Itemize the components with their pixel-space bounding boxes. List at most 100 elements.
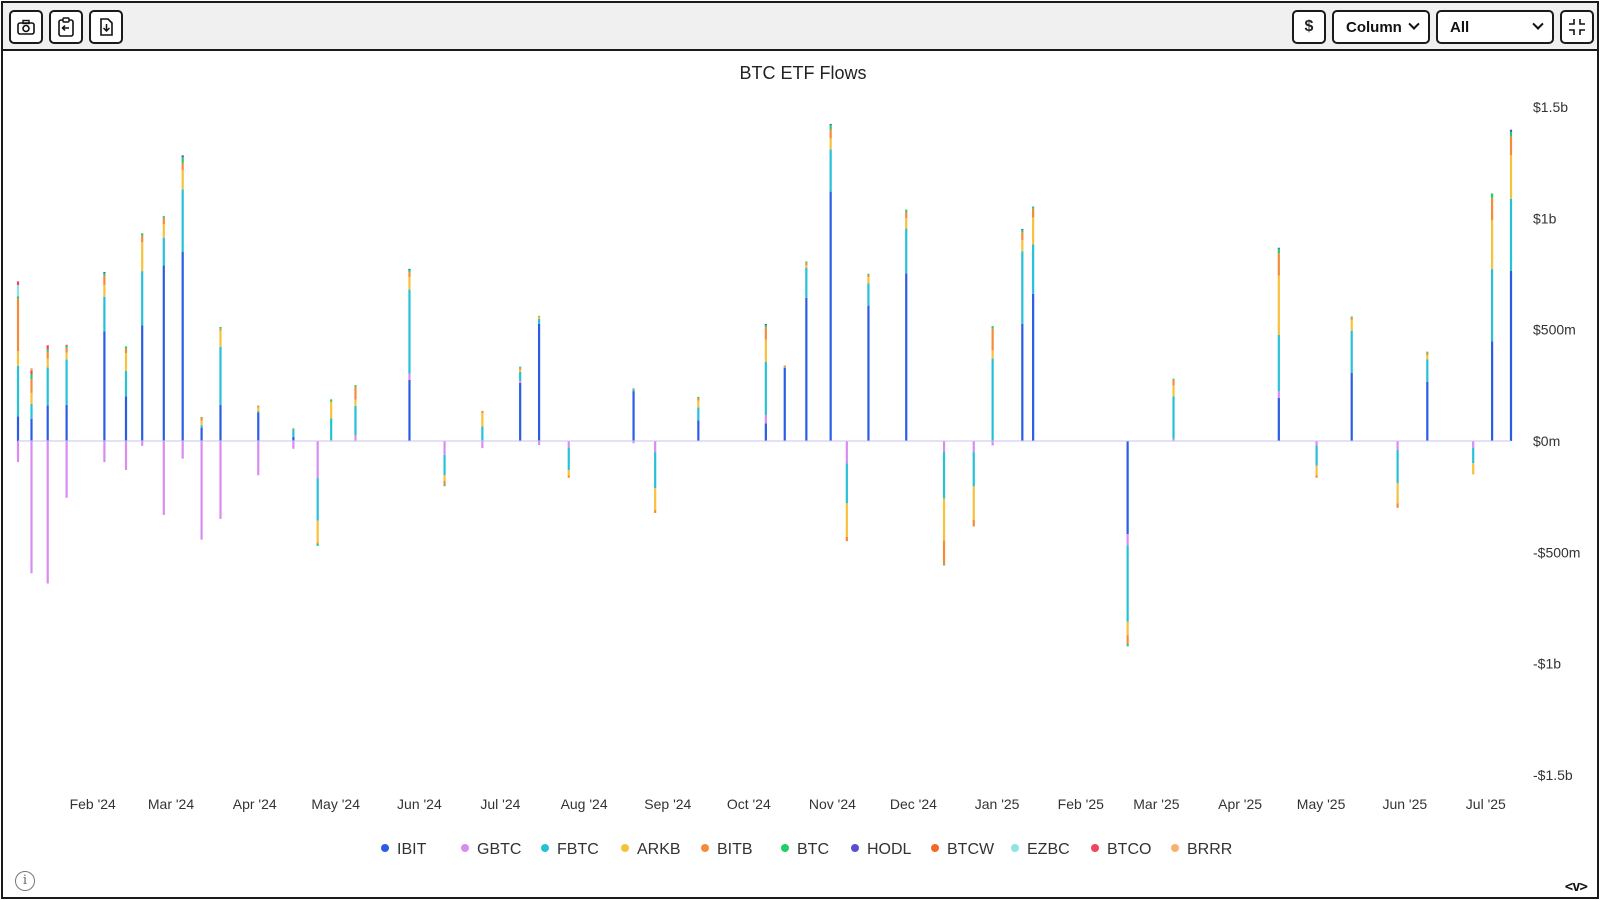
- bar-btc-2024-11-07: [829, 125, 832, 130]
- info-button[interactable]: i: [15, 871, 35, 891]
- bar-arkb-2024-08-26: [632, 387, 635, 389]
- bar-btc-2024-02-12: [103, 273, 106, 276]
- x-tick-label: Jan '25: [975, 796, 1020, 812]
- legend: IBIT GBTC FBTC ARKB BITB BTC HODL BTCW EZBC BTCO B…: [381, 841, 1232, 858]
- bar-btco-2024-01-11: [16, 281, 20, 286]
- bar-gbtc-2024-01-22: [46, 441, 49, 584]
- bar-arkb-2025-01-17: [1021, 240, 1024, 252]
- bar-fbtc-2024-07-01: [481, 426, 484, 441]
- bar-ibit-2024-10-21: [783, 367, 786, 441]
- range-select[interactable]: All: [1436, 10, 1554, 44]
- bar-arkb-2025-07-10: [1491, 220, 1494, 270]
- camera-button[interactable]: [9, 10, 43, 44]
- bar-gbtc-2025-04-22: [1277, 391, 1280, 399]
- x-tick-label: Mar '25: [1133, 796, 1179, 812]
- legend-item-btc[interactable]: BTC: [781, 841, 829, 858]
- bar-fbtc-2025-01-21: [1032, 244, 1035, 294]
- x-axis: Feb '24 Mar '24 Apr '24 May '24 Jun '24 Jul '…: [70, 796, 1506, 812]
- info-glyph: i: [22, 873, 28, 888]
- bar-bitb-2025-05-19: [1350, 317, 1353, 320]
- bar-bitb-2024-06-17: [443, 480, 446, 486]
- bar-ibit-2025-01-17: [1021, 323, 1024, 441]
- bar-btc-2024-05-01: [316, 543, 319, 546]
- bar-gbtc-2024-04-22: [292, 441, 295, 449]
- bar-arkb-2024-03-26: [219, 330, 222, 347]
- bar-fbtc-2024-04-22: [292, 428, 295, 437]
- x-tick-label: Sep '24: [644, 796, 691, 812]
- bar-gbtc-2024-05-01: [316, 441, 319, 479]
- bar-bitb-2025-06-05: [1396, 503, 1399, 508]
- legend-item-hodl[interactable]: HODL: [851, 841, 912, 858]
- chevron-down-icon: [1532, 18, 1544, 30]
- bar-gbtc-2024-07-15: [519, 380, 522, 383]
- bar-ibit-2025-02-25: [1126, 441, 1129, 535]
- legend-item-ibit[interactable]: IBIT: [381, 841, 427, 858]
- x-tick-label: Feb '24: [70, 796, 116, 812]
- bar-arkb-2024-07-22: [537, 316, 541, 319]
- y-tick-label: $1.5b: [1533, 99, 1568, 115]
- bar-gbtc-2024-08-26: [632, 441, 635, 444]
- bar-bitb-2024-02-12: [103, 275, 106, 285]
- bar-btc-2024-03-19: [200, 416, 203, 418]
- bar-arkb-2024-11-13: [845, 503, 848, 537]
- bar-ibit-2024-01-29: [65, 404, 68, 441]
- bar-btc-2024-09-19: [697, 396, 700, 399]
- bar-ibit-2024-02-12: [103, 331, 106, 441]
- bar-bitb-2024-07-15: [519, 367, 522, 370]
- bar-fbtc-2024-03-05: [162, 237, 165, 266]
- bar-arkb-2024-10-29: [805, 265, 808, 268]
- y-tick-label: -$1b: [1533, 656, 1561, 672]
- currency-toggle[interactable]: $: [1292, 10, 1326, 44]
- bar-ibit-2024-07-22: [537, 323, 541, 441]
- bar-bitb-2025-04-22: [1277, 253, 1280, 276]
- chart-type-select[interactable]: Column: [1332, 10, 1430, 44]
- legend-item-brrr[interactable]: BRRR: [1171, 841, 1232, 858]
- bar-fbtc-2024-12-19: [942, 452, 946, 499]
- bar-btco-2024-01-29: [65, 344, 68, 346]
- bar-arkb-2024-01-11: [16, 351, 20, 366]
- legend-item-ezbc[interactable]: EZBC: [1011, 841, 1070, 858]
- bar-btc-2024-02-20: [124, 346, 128, 349]
- copy-button[interactable]: [49, 10, 83, 44]
- bar-ibit-2025-06-16: [1426, 381, 1429, 441]
- bar-arkb-2024-10-14: [764, 339, 767, 362]
- bar-fbtc-2024-03-26: [219, 346, 222, 405]
- bar-arkb-2024-01-16: [30, 392, 33, 405]
- download-button[interactable]: [89, 10, 123, 44]
- bar-gbtc-2024-03-19: [200, 441, 203, 540]
- bar-ibit-2025-07-17: [1509, 270, 1513, 441]
- bar-hodl-2024-06-04: [408, 268, 411, 270]
- bar-gbtc-2024-03-05: [162, 441, 165, 515]
- legend-marker: [621, 844, 629, 852]
- bar-fbtc-2024-02-12: [103, 296, 106, 332]
- bar-fbtc-2024-09-03: [654, 452, 657, 489]
- bar-bitb-2025-01-06: [991, 328, 994, 351]
- collapse-button[interactable]: [1560, 10, 1594, 44]
- bar-fbtc-2025-04-22: [1277, 335, 1280, 392]
- bar-gbtc-2024-07-22: [537, 441, 541, 446]
- legend-item-fbtc[interactable]: FBTC: [541, 841, 599, 858]
- bar-bitb-2024-03-19: [200, 417, 203, 421]
- bar-fbtc-2025-06-05: [1396, 449, 1399, 484]
- legend-item-bitb[interactable]: BITB: [701, 841, 753, 858]
- bar-gbtc-2024-10-14: [764, 414, 767, 424]
- legend-marker: [1091, 844, 1099, 852]
- bar-arkb-2024-05-01: [316, 520, 319, 543]
- bar-btc-2025-07-10: [1491, 193, 1494, 198]
- y-axis: $1.5b $1b $500m $0m -$500m -$1b -$1.5b: [1533, 99, 1580, 783]
- bar-fbtc-2024-05-06: [330, 418, 333, 441]
- x-tick-label: Mar '24: [148, 796, 194, 812]
- legend-marker: [381, 844, 389, 852]
- bar-fbtc-2024-01-16: [30, 404, 33, 419]
- bar-bitb-2024-11-21: [867, 274, 870, 278]
- bar-btco-2024-01-22: [46, 345, 49, 350]
- bar-btc-2025-07-17: [1509, 131, 1513, 137]
- legend-marker: [1171, 844, 1179, 852]
- legend-item-gbtc[interactable]: GBTC: [461, 841, 521, 858]
- legend-item-arkb[interactable]: ARKB: [621, 841, 681, 858]
- y-tick-label: $500m: [1533, 322, 1576, 338]
- legend-item-btcw[interactable]: BTCW: [931, 841, 995, 858]
- chart-title: BTC ETF Flows: [739, 63, 866, 83]
- legend-item-btco[interactable]: BTCO: [1091, 841, 1151, 858]
- code-icon[interactable]: <v>: [1564, 879, 1588, 895]
